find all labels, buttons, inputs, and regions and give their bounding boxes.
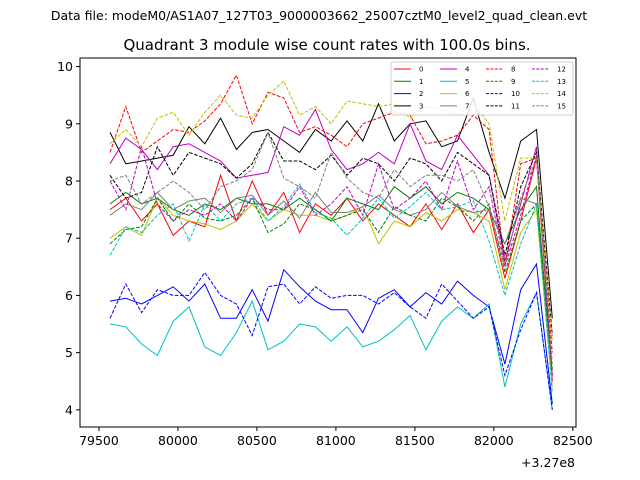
y-tick-label: 8 [65,174,73,189]
legend-label-3: 3 [419,102,423,110]
series-line-7 [109,191,553,376]
series-line-10 [109,271,553,410]
x-tick-label: 79500 [79,433,119,448]
series-line-11 [109,131,553,336]
legend-label-13: 13 [557,78,566,86]
y-tick-label: 7 [65,231,73,246]
y-tick-label: 10 [57,59,73,74]
series-line-3 [109,96,553,319]
figure-suptitle: Data file: modeM0/AS1A07_127T03_90000036… [51,8,587,23]
series-line-12 [109,144,553,376]
series-line-9 [109,197,553,370]
legend-label-4: 4 [465,66,470,74]
legend-label-12: 12 [557,66,566,74]
x-tick-label: 80500 [237,433,277,448]
series-line-0 [109,157,553,376]
legend-label-1: 1 [419,78,423,86]
y-tick-label: 6 [65,288,73,303]
axes-frame [79,57,577,428]
x-tick-label: 81500 [395,433,435,448]
legend-label-8: 8 [511,66,515,74]
x-tick-label: 82500 [553,433,593,448]
legend-label-10: 10 [511,90,520,98]
legend-label-2: 2 [419,90,423,98]
series-line-2 [109,262,553,405]
legend-label-7: 7 [465,102,469,110]
y-tick-label: 9 [65,116,73,131]
legend-box [390,61,574,116]
y-tick-label: 4 [65,402,73,417]
legend-label-5: 5 [465,78,469,86]
x-tick-label: 80000 [158,433,198,448]
legend-label-15: 15 [557,102,566,110]
legend-label-9: 9 [511,78,515,86]
legend-label-0: 0 [419,66,423,74]
y-tick-label: 5 [65,345,73,360]
legend-label-14: 14 [557,90,566,98]
y-axis: 4 5 6 7 8 9 10 [57,59,80,417]
plot-lines [109,73,553,410]
series-line-6 [109,197,553,388]
legend-label-11: 11 [511,102,520,110]
series-line-4 [109,108,553,382]
series-line-13 [109,182,553,393]
chart-title: Quadrant 3 module wise count rates with … [123,36,530,54]
x-axis: 79500 80000 80500 81000 81500 82000 82500 [79,427,593,448]
series-line-15 [109,131,553,365]
series-line-5 [109,290,553,410]
x-offset-label: +3.27e8 [521,455,575,470]
series-line-8 [109,73,553,353]
x-tick-label: 82000 [474,433,514,448]
x-tick-label: 81000 [316,433,356,448]
legend-label-6: 6 [465,90,470,98]
